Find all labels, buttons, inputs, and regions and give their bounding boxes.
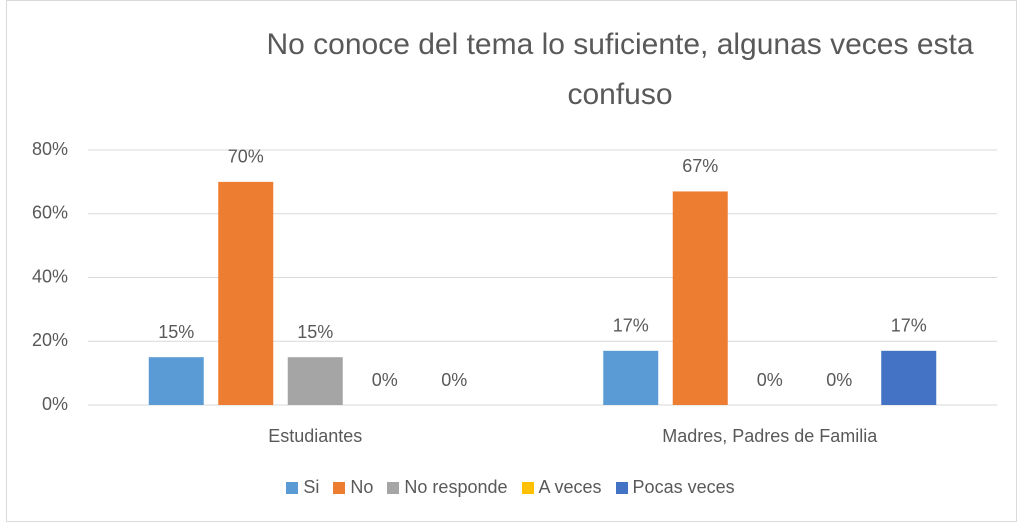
chart-border bbox=[6, 0, 1017, 522]
data-label: 15% bbox=[158, 322, 194, 342]
bar bbox=[672, 191, 728, 405]
legend-item: A veces bbox=[521, 477, 602, 498]
x-tick-label: Estudiantes bbox=[268, 426, 362, 446]
data-label: 17% bbox=[613, 316, 649, 336]
legend-label: Si bbox=[303, 477, 320, 497]
data-label: 70% bbox=[228, 147, 264, 167]
legend-label: No bbox=[350, 477, 374, 497]
y-tick-label: 20% bbox=[32, 330, 68, 350]
legend-swatch bbox=[387, 481, 400, 494]
legend-item: Pocas veces bbox=[615, 477, 735, 498]
data-label: 0% bbox=[372, 370, 398, 390]
legend-label: No responde bbox=[404, 477, 508, 497]
legend: Si No No responde A veces Pocas veces bbox=[0, 477, 1021, 498]
legend-item: Si bbox=[286, 477, 319, 498]
legend-item: No responde bbox=[387, 477, 508, 498]
y-tick-label: 60% bbox=[32, 203, 68, 223]
x-tick-label: Madres, Padres de Familia bbox=[662, 426, 878, 446]
legend-label: A veces bbox=[538, 477, 602, 497]
bar bbox=[148, 357, 204, 405]
legend-item: No bbox=[333, 477, 373, 498]
data-label: 67% bbox=[682, 156, 718, 176]
legend-swatch bbox=[521, 481, 534, 494]
legend-swatch bbox=[333, 481, 346, 494]
bar bbox=[603, 350, 659, 405]
data-label: 17% bbox=[891, 316, 927, 336]
legend-swatch bbox=[286, 481, 299, 494]
data-label: 0% bbox=[826, 370, 852, 390]
chart-title: No conoce del tema lo suficiente, alguna… bbox=[266, 28, 974, 111]
y-tick-label: 0% bbox=[42, 394, 68, 414]
data-label: 15% bbox=[297, 322, 333, 342]
data-label: 0% bbox=[441, 370, 467, 390]
bar bbox=[881, 350, 937, 405]
bar bbox=[218, 181, 274, 405]
data-label: 0% bbox=[757, 370, 783, 390]
legend-swatch bbox=[615, 481, 628, 494]
y-tick-label: 80% bbox=[32, 139, 68, 159]
bar bbox=[287, 357, 343, 405]
y-tick-label: 40% bbox=[32, 266, 68, 286]
legend-label: Pocas veces bbox=[632, 477, 735, 497]
